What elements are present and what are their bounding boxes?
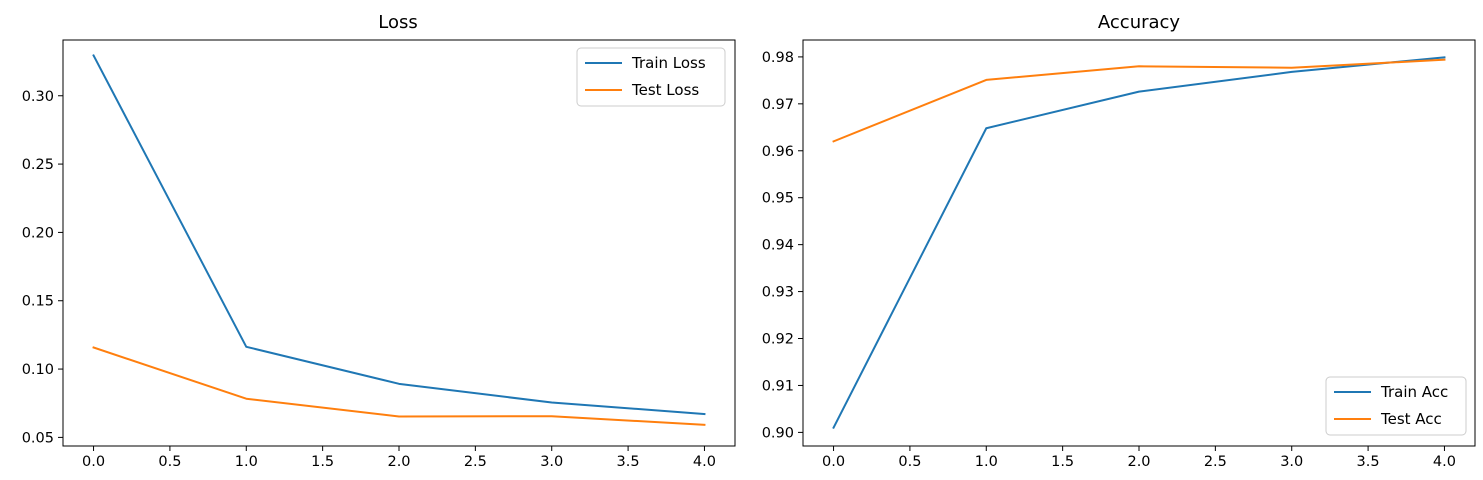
legend-label-train-loss: Train Loss bbox=[631, 54, 706, 72]
y-tick-label: 0.25 bbox=[22, 157, 54, 173]
x-tick-label: 4.0 bbox=[1433, 454, 1456, 470]
legend-label-test-loss: Test Loss bbox=[631, 81, 699, 99]
x-tick-label: 2.5 bbox=[1204, 454, 1227, 470]
series-line-train-loss bbox=[92, 54, 706, 416]
loss-chart: Loss 0.0 0.5 1.0 1.5 2.0 2.5 3.0 3.5 4.0 0.05 0.10… bbox=[22, 12, 736, 470]
x-tick-label: 2.0 bbox=[387, 454, 410, 470]
y-tick-label: 0.90 bbox=[762, 425, 794, 441]
legend-label-test-acc: Test Acc bbox=[1380, 410, 1442, 428]
chart-title: Accuracy bbox=[1098, 12, 1181, 33]
x-tick-label: 0.0 bbox=[822, 454, 845, 470]
x-tick-label: 1.0 bbox=[975, 454, 998, 470]
y-tick-label: 0.10 bbox=[22, 362, 54, 378]
y-tick-label: 0.98 bbox=[762, 50, 794, 66]
x-tick-label: 1.5 bbox=[1051, 454, 1074, 470]
x-tick-label: 0.5 bbox=[158, 454, 181, 470]
x-tick-label: 1.5 bbox=[311, 454, 334, 470]
x-tick-label: 2.5 bbox=[464, 454, 487, 470]
legend: Train Acc Test Acc bbox=[1325, 376, 1467, 436]
y-tick-label: 0.96 bbox=[762, 144, 794, 160]
x-tick-label: 3.0 bbox=[540, 454, 563, 470]
axes-frame bbox=[62, 39, 736, 447]
y-tick-label: 0.97 bbox=[762, 97, 794, 113]
series-line-test-acc bbox=[832, 58, 1446, 143]
x-tick-label: 0.0 bbox=[82, 454, 105, 470]
series-line-test-loss bbox=[92, 346, 706, 426]
series-lines bbox=[92, 54, 706, 426]
y-tick-label: 0.93 bbox=[762, 285, 794, 301]
x-tick-label: 2.0 bbox=[1127, 454, 1150, 470]
axes-ticks: 0.0 0.5 1.0 1.5 2.0 2.5 3.0 3.5 4.0 0.90 0.91 0.92 0… bbox=[762, 50, 1456, 470]
chart-title: Loss bbox=[378, 12, 417, 33]
x-tick-label: 3.5 bbox=[617, 454, 640, 470]
x-tick-label: 3.5 bbox=[1357, 454, 1380, 470]
axes-ticks: 0.0 0.5 1.0 1.5 2.0 2.5 3.0 3.5 4.0 0.05 0.10 0.15 0… bbox=[22, 89, 716, 470]
y-tick-label: 0.20 bbox=[22, 225, 54, 241]
legend: Train Loss Test Loss bbox=[576, 47, 726, 107]
series-lines bbox=[832, 56, 1446, 430]
x-tick-label: 4.0 bbox=[693, 454, 716, 470]
x-tick-label: 1.0 bbox=[235, 454, 258, 470]
y-tick-label: 0.30 bbox=[22, 89, 54, 105]
y-tick-label: 0.92 bbox=[762, 332, 794, 348]
axes-frame bbox=[802, 39, 1476, 447]
y-tick-label: 0.15 bbox=[22, 294, 54, 310]
series-line-train-acc bbox=[832, 56, 1446, 430]
x-tick-label: 3.0 bbox=[1280, 454, 1303, 470]
x-tick-label: 0.5 bbox=[898, 454, 921, 470]
y-tick-label: 0.94 bbox=[762, 238, 794, 254]
legend-label-train-acc: Train Acc bbox=[1380, 383, 1448, 401]
y-tick-label: 0.05 bbox=[22, 430, 54, 446]
y-tick-label: 0.91 bbox=[762, 378, 794, 394]
y-tick-label: 0.95 bbox=[762, 191, 794, 207]
accuracy-chart: Accuracy 0.0 0.5 1.0 1.5 2.0 2.5 3.0 3.5 4.0 0.90… bbox=[762, 12, 1476, 470]
